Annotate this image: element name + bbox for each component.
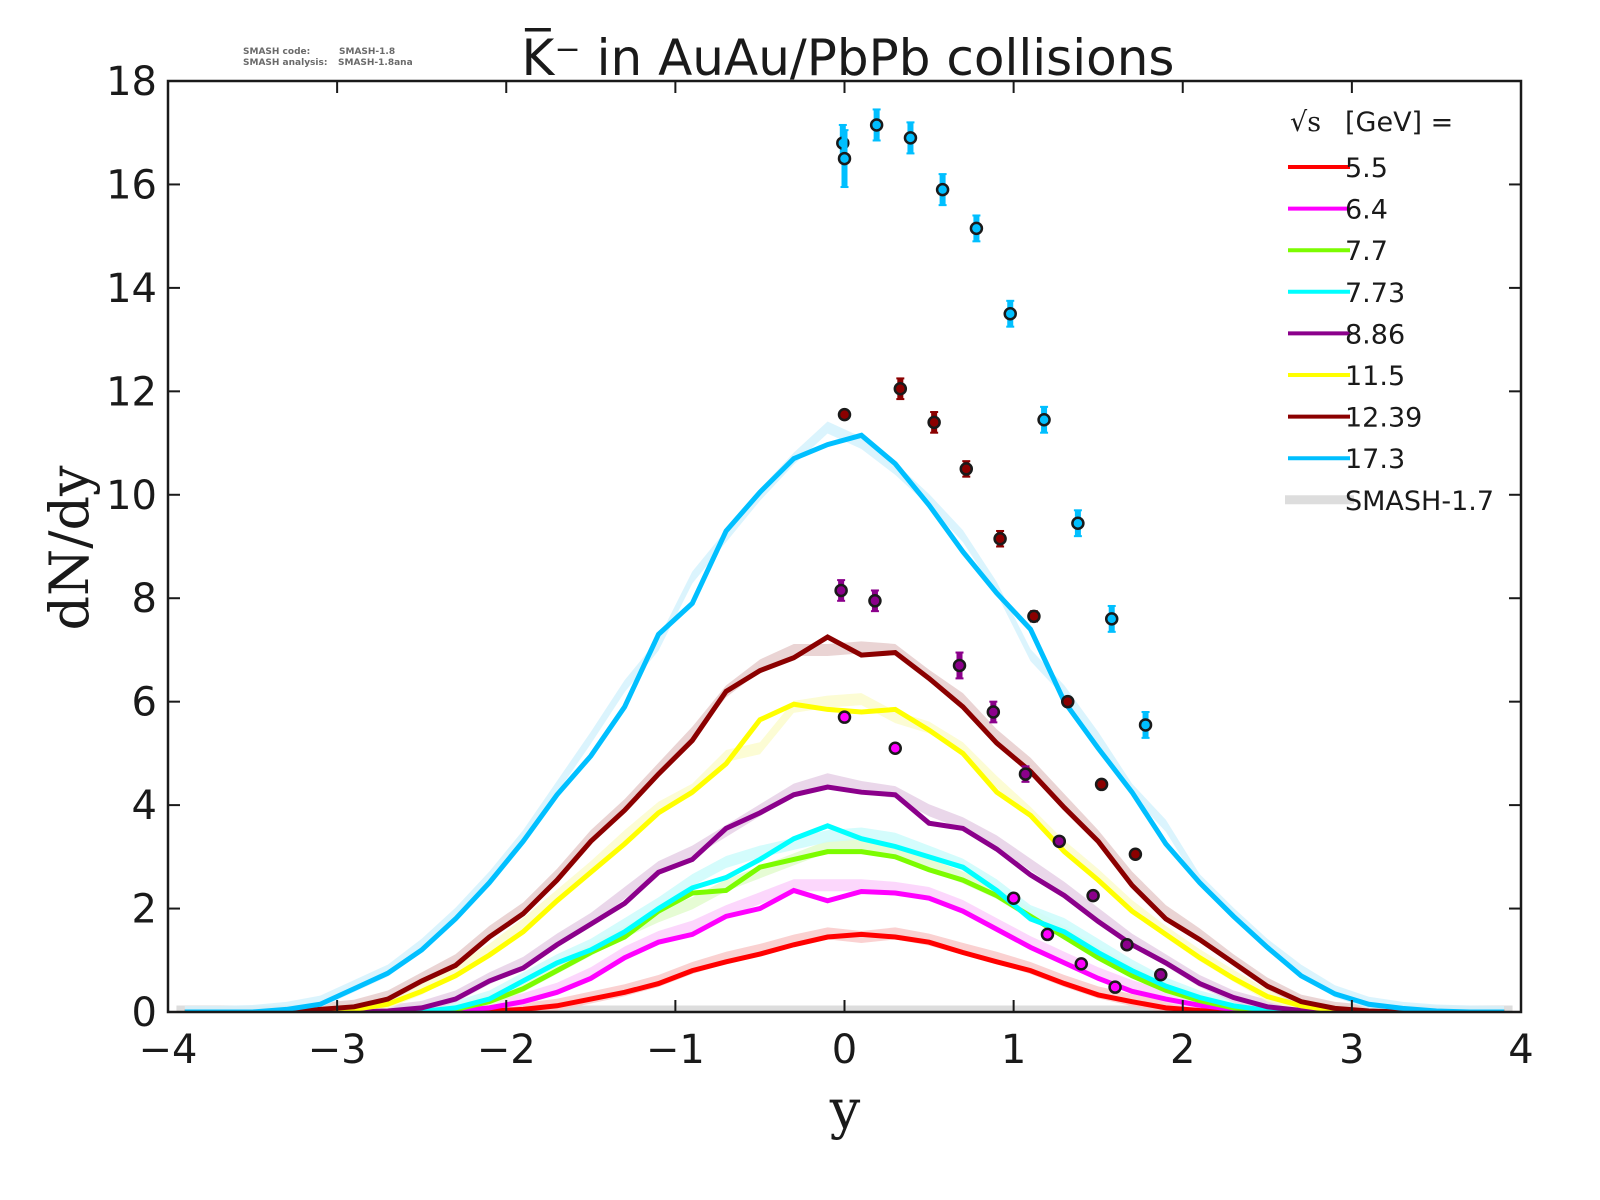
y-tick-label: 2 [132, 887, 157, 933]
y-axis-ticks: 0 2 4 6 8 10 12 14 16 18 [106, 59, 1521, 1036]
data-point-17.3 [837, 151, 852, 166]
y-tick-label: 6 [132, 680, 157, 726]
data-point-12.39 [927, 415, 941, 430]
y-axis-title: dN/dy [38, 465, 101, 631]
x-tick-label: 4 [1508, 1027, 1533, 1073]
y-tick-label: 4 [132, 783, 157, 829]
x-tick-label: 2 [1170, 1027, 1195, 1073]
data-point-12.39 [893, 381, 908, 396]
smash-analysis-value: SMASH-1.8ana [338, 58, 413, 68]
legend-label: 17.3 [1345, 444, 1405, 475]
legend-label: 7.73 [1345, 278, 1405, 309]
x-axis-ticks: −4 −3 −2 −1 0 1 2 3 4 [139, 81, 1534, 1073]
data-point-6.4 [1074, 957, 1089, 971]
data-point-6.4 [1108, 980, 1122, 994]
x-tick-label: −4 [139, 1027, 198, 1073]
data-point-12.39 [837, 407, 852, 422]
data-point-8.86 [986, 705, 1001, 719]
smash-version-info: SMASH code: SMASH-1.8 SMASH analysis: SM… [243, 47, 413, 68]
x-tick-label: −2 [477, 1027, 536, 1073]
legend-label: 7.7 [1345, 236, 1388, 267]
series-line-5.5 [184, 931, 1505, 1012]
reference-band-11.5 [184, 693, 1505, 1012]
x-tick-label: 0 [832, 1027, 857, 1073]
data-point-12.39 [1094, 777, 1109, 792]
chart-title: K̅⁻ in AuAu/PbPb collisions [522, 28, 1175, 87]
data-points [834, 108, 1168, 994]
data-point-6.4 [1006, 891, 1021, 905]
y-tick-label: 14 [106, 266, 157, 312]
legend-label-reference: SMASH-1.7 [1345, 486, 1494, 517]
y-tick-label: 16 [106, 162, 157, 208]
data-point-12.39 [1027, 609, 1041, 624]
y-tick-label: 8 [132, 576, 157, 622]
y-tick-label: 10 [106, 473, 157, 519]
y-tick-label: 0 [132, 990, 157, 1036]
data-point-17.3 [1071, 516, 1085, 530]
data-point-8.86 [868, 594, 882, 608]
x-tick-label: 3 [1339, 1027, 1364, 1073]
smash-code-label: SMASH code: [243, 47, 310, 57]
data-point-12.39 [993, 531, 1007, 546]
data-point-12.39 [1060, 694, 1075, 709]
legend-label: 5.5 [1345, 153, 1388, 184]
data-point-17.3 [969, 221, 984, 236]
x-tick-label: −1 [646, 1027, 705, 1073]
series-line-12.39 [184, 634, 1505, 1012]
x-tick-label: 1 [1001, 1027, 1026, 1073]
series-line-8.86 [184, 784, 1505, 1012]
data-point-17.3 [1104, 612, 1119, 626]
legend-label: 8.86 [1345, 319, 1405, 350]
x-axis-title: y [829, 1078, 861, 1141]
data-point-17.3 [1037, 413, 1051, 427]
series-line-17.3 [184, 432, 1505, 1012]
legend-title-sqrt-s: √s [1290, 107, 1321, 138]
data-point-6.4 [888, 741, 902, 755]
y-tick-label: 12 [106, 369, 157, 415]
data-point-12.39 [1128, 847, 1143, 861]
data-point-17.3 [1003, 307, 1017, 321]
legend: √s [GeV] = 5.5 6.4 7.7 7.73 8.86 11.5 12.39 17.… [1285, 107, 1494, 517]
legend-label: 6.4 [1345, 195, 1388, 226]
legend-label: 11.5 [1345, 361, 1405, 392]
data-point-8.86 [1086, 888, 1100, 903]
data-point-6.4 [837, 710, 852, 724]
data-point-8.86 [952, 658, 967, 673]
data-point-17.3 [1138, 718, 1153, 732]
data-point-17.3 [869, 118, 884, 132]
data-point-8.86 [1120, 938, 1134, 952]
x-tick-label: −3 [308, 1027, 367, 1073]
data-point-6.4 [1040, 927, 1055, 942]
data-point-8.86 [834, 583, 848, 598]
data-point-8.86 [1052, 834, 1067, 849]
legend-label: 12.39 [1345, 403, 1422, 434]
y-tick-label: 18 [106, 59, 157, 105]
data-point-17.3 [935, 182, 950, 197]
smash-code-value: SMASH-1.8 [339, 47, 395, 57]
data-point-8.86 [1154, 968, 1168, 982]
data-point-8.86 [1018, 767, 1033, 781]
smash-analysis-label: SMASH analysis: [243, 58, 327, 68]
data-point-17.3 [903, 131, 918, 145]
legend-title-unit: [GeV] = [1345, 107, 1453, 138]
data-point-12.39 [959, 462, 974, 476]
